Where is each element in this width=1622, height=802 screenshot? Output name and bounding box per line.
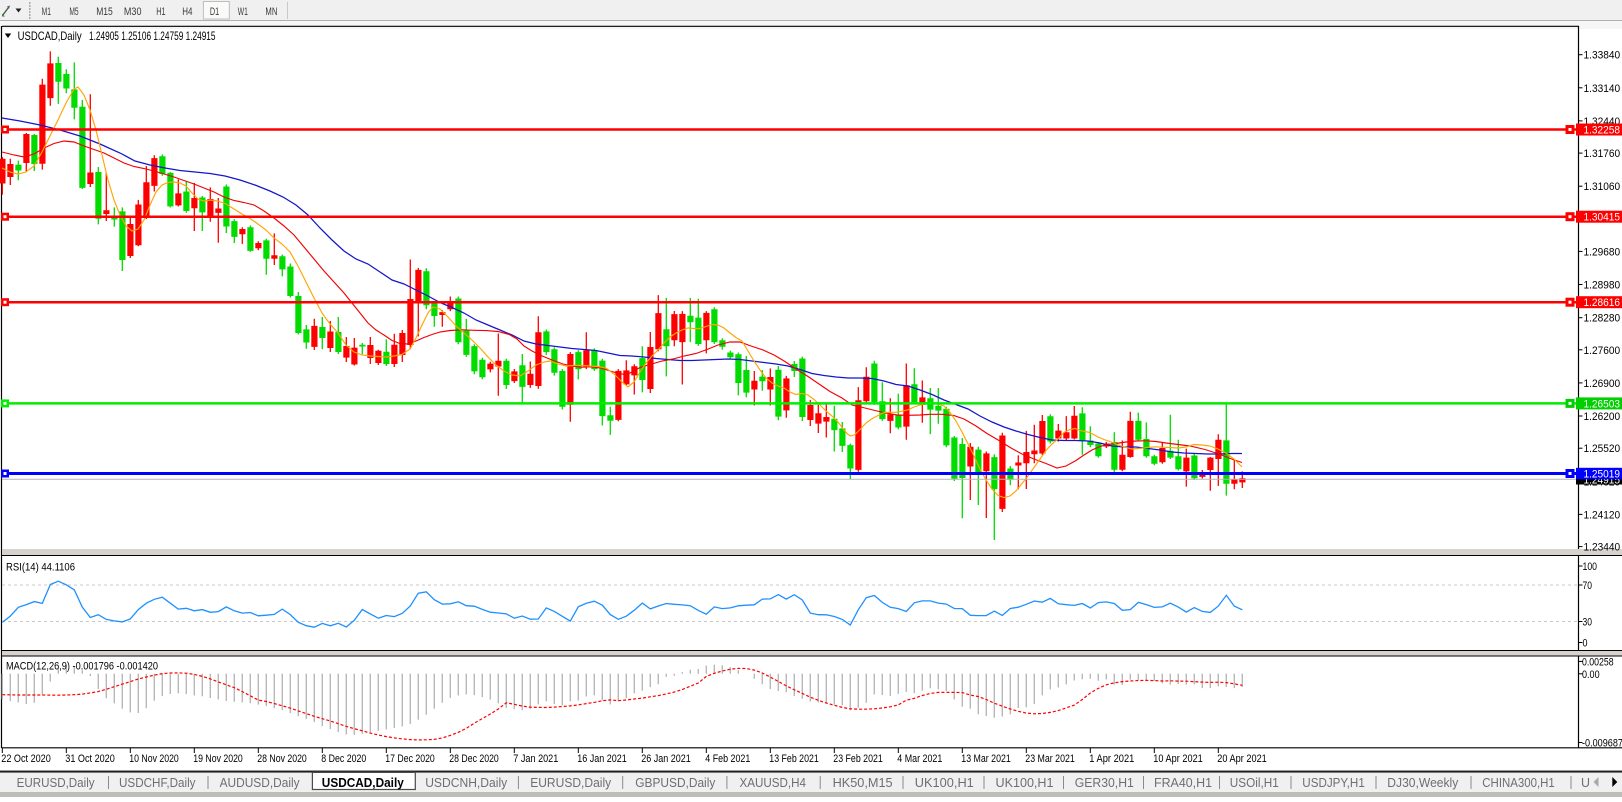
svg-text:4 Feb 2021: 4 Feb 2021 xyxy=(705,753,750,765)
svg-text:USDCNH,Daily: USDCNH,Daily xyxy=(425,776,508,790)
svg-text:19 Nov 2020: 19 Nov 2020 xyxy=(193,753,243,765)
svg-text:1.28616: 1.28616 xyxy=(1584,297,1621,309)
svg-text:H4: H4 xyxy=(182,6,192,18)
svg-text:26 Jan 2021: 26 Jan 2021 xyxy=(641,753,691,765)
svg-text:MACD(12,26,9) -0.001796 -0.001: MACD(12,26,9) -0.001796 -0.001420 xyxy=(6,661,158,673)
svg-text:GER30,H1: GER30,H1 xyxy=(1075,776,1134,790)
svg-text:USDCAD,Daily: USDCAD,Daily xyxy=(18,29,82,43)
svg-text:1.28280: 1.28280 xyxy=(1584,313,1621,325)
svg-text:M30: M30 xyxy=(124,6,142,18)
svg-text:30: 30 xyxy=(1583,617,1593,629)
svg-text:13 Mar 2021: 13 Mar 2021 xyxy=(961,753,1011,765)
svg-text:1.24120: 1.24120 xyxy=(1584,509,1621,521)
svg-text:0.00: 0.00 xyxy=(1582,669,1600,681)
svg-text:M5: M5 xyxy=(69,6,78,18)
svg-text:EURUSD,Daily: EURUSD,Daily xyxy=(530,776,612,790)
svg-text:CHINA300,H1: CHINA300,H1 xyxy=(1482,776,1555,790)
svg-text:MN: MN xyxy=(265,6,277,18)
svg-text:UK100,H1: UK100,H1 xyxy=(915,776,974,790)
svg-text:D1: D1 xyxy=(210,6,219,18)
svg-text:XAUUSD,H4: XAUUSD,H4 xyxy=(740,776,807,790)
svg-text:1.25019: 1.25019 xyxy=(1584,469,1621,481)
svg-text:W1: W1 xyxy=(238,6,248,18)
svg-text:1.32258: 1.32258 xyxy=(1584,125,1621,137)
svg-text:1.33840: 1.33840 xyxy=(1584,50,1621,62)
svg-text:0.00258: 0.00258 xyxy=(1582,656,1614,668)
svg-text:1.28980: 1.28980 xyxy=(1584,280,1621,292)
svg-text:M15: M15 xyxy=(96,6,113,18)
svg-text:70: 70 xyxy=(1583,580,1593,592)
svg-text:H1: H1 xyxy=(156,6,165,18)
svg-text:U: U xyxy=(1581,776,1590,790)
svg-text:23 Mar 2021: 23 Mar 2021 xyxy=(1025,753,1075,765)
svg-text:EURUSD,Daily: EURUSD,Daily xyxy=(17,776,96,790)
svg-text:1.31060: 1.31060 xyxy=(1584,181,1621,193)
svg-text:31 Oct 2020: 31 Oct 2020 xyxy=(65,753,115,765)
svg-text:7 Jan 2021: 7 Jan 2021 xyxy=(513,753,558,765)
svg-text:10 Apr 2021: 10 Apr 2021 xyxy=(1153,753,1203,765)
svg-text:1.26503: 1.26503 xyxy=(1584,398,1621,410)
svg-text:1.24905 1.25106 1.24759 1.2491: 1.24905 1.25106 1.24759 1.24915 xyxy=(89,29,216,43)
svg-text:UK100,H1: UK100,H1 xyxy=(996,776,1054,790)
svg-text:1.31760: 1.31760 xyxy=(1584,148,1621,160)
svg-text:USDCHF,Daily: USDCHF,Daily xyxy=(119,776,196,790)
svg-text:100: 100 xyxy=(1583,561,1598,573)
svg-text:23 Feb 2021: 23 Feb 2021 xyxy=(833,753,883,765)
svg-text:USDJPY,H1: USDJPY,H1 xyxy=(1302,776,1365,790)
svg-text:HK50,M15: HK50,M15 xyxy=(833,776,893,790)
svg-text:M1: M1 xyxy=(42,6,51,18)
svg-text:0: 0 xyxy=(1583,638,1588,650)
svg-text:1.29680: 1.29680 xyxy=(1584,246,1621,258)
svg-text:16 Jan 2021: 16 Jan 2021 xyxy=(577,753,627,765)
svg-text:1.25520: 1.25520 xyxy=(1584,443,1621,455)
svg-text:22 Oct 2020: 22 Oct 2020 xyxy=(1,753,51,765)
svg-text:RSI(14) 44.1106: RSI(14) 44.1106 xyxy=(6,562,75,574)
svg-text:28 Dec 2020: 28 Dec 2020 xyxy=(449,753,499,765)
svg-text:AUDUSD,Daily: AUDUSD,Daily xyxy=(220,776,301,790)
svg-text:DJ30,Weekly: DJ30,Weekly xyxy=(1387,776,1459,790)
svg-text:17 Dec 2020: 17 Dec 2020 xyxy=(385,753,435,765)
svg-text:1.26200: 1.26200 xyxy=(1584,411,1621,423)
svg-text:8 Dec 2020: 8 Dec 2020 xyxy=(321,753,366,765)
svg-text:1.30415: 1.30415 xyxy=(1584,212,1621,224)
svg-text:1 Apr 2021: 1 Apr 2021 xyxy=(1089,753,1134,765)
svg-text:4 Mar 2021: 4 Mar 2021 xyxy=(897,753,942,765)
svg-text:1.23440: 1.23440 xyxy=(1584,542,1621,554)
svg-text:13 Feb 2021: 13 Feb 2021 xyxy=(769,753,819,765)
svg-text:1.27600: 1.27600 xyxy=(1584,345,1621,357)
svg-text:-0.009687: -0.009687 xyxy=(1582,738,1622,750)
svg-text:USDCAD,Daily: USDCAD,Daily xyxy=(322,776,404,790)
svg-text:FRA40,H1: FRA40,H1 xyxy=(1154,776,1212,790)
svg-text:10 Nov 2020: 10 Nov 2020 xyxy=(129,753,179,765)
svg-text:28 Nov 2020: 28 Nov 2020 xyxy=(257,753,307,765)
svg-text:USOil,H1: USOil,H1 xyxy=(1230,776,1279,790)
svg-text:20 Apr 2021: 20 Apr 2021 xyxy=(1217,753,1267,765)
svg-text:1.26900: 1.26900 xyxy=(1584,378,1621,390)
svg-text:1.33140: 1.33140 xyxy=(1584,83,1621,95)
svg-text:GBPUSD,Daily: GBPUSD,Daily xyxy=(635,776,716,790)
